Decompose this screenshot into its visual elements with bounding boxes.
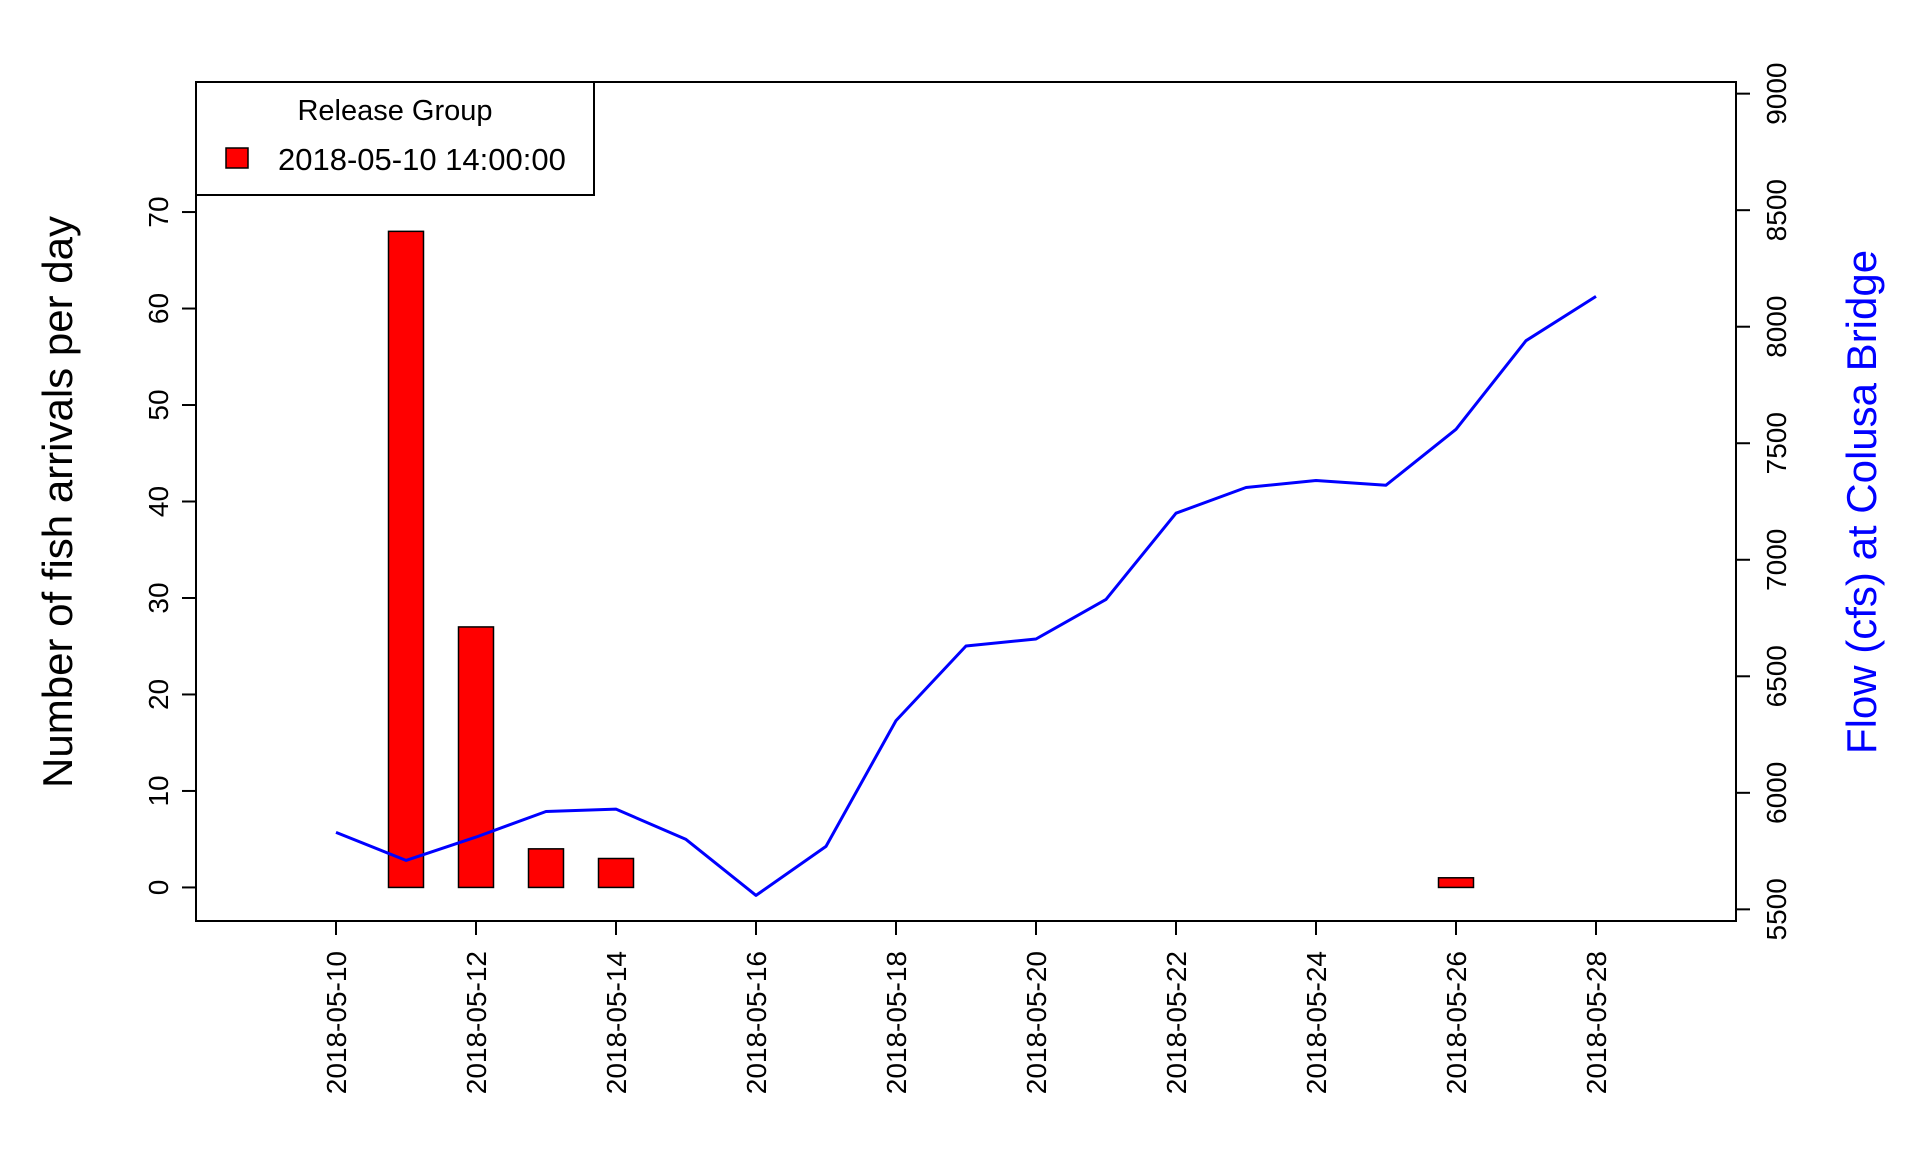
right-tick-label: 7500 bbox=[1761, 412, 1792, 474]
bar bbox=[457, 626, 495, 889]
left-tick-label: 10 bbox=[143, 775, 174, 806]
x-tick-label: 2018-05-14 bbox=[601, 951, 632, 1094]
y-axis-label-right: Flow (cfs) at Colusa Bridge bbox=[1838, 250, 1885, 754]
left-tick-label: 50 bbox=[143, 389, 174, 420]
x-axis: 2018-05-10 2018-05-12 2018-05-14 2018-05-16… bbox=[321, 920, 1612, 1094]
left-tick-label: 30 bbox=[143, 582, 174, 613]
bar bbox=[387, 230, 425, 889]
legend-title: Release Group bbox=[297, 95, 492, 127]
left-y-axis: 0 10 20 30 40 50 60 70 bbox=[143, 196, 197, 896]
flow-line-series bbox=[335, 295, 1597, 897]
plot-frame bbox=[195, 81, 1737, 922]
right-tick-label: 6000 bbox=[1761, 762, 1792, 824]
x-tick-label: 2018-05-10 bbox=[321, 951, 352, 1094]
right-tick-label: 5500 bbox=[1761, 878, 1792, 940]
left-tick-label: 70 bbox=[143, 196, 174, 227]
bar-series bbox=[387, 230, 1475, 889]
y-axis-label-left: Number of fish arrivals per day bbox=[34, 216, 81, 788]
right-tick-label: 9000 bbox=[1761, 63, 1792, 125]
legend-box bbox=[195, 81, 595, 196]
x-tick-label: 2018-05-16 bbox=[741, 951, 772, 1094]
legend: Release Group 2018-05-10 14:00:00 bbox=[195, 81, 595, 196]
bar bbox=[597, 857, 635, 889]
bar bbox=[527, 848, 565, 889]
bar bbox=[1437, 877, 1475, 889]
legend-entry-label: 2018-05-10 14:00:00 bbox=[278, 142, 566, 177]
x-tick-label: 2018-05-24 bbox=[1301, 951, 1332, 1094]
right-tick-label: 8500 bbox=[1761, 179, 1792, 241]
left-tick-label: 40 bbox=[143, 486, 174, 517]
flow-line bbox=[335, 295, 1597, 897]
x-tick-label: 2018-05-18 bbox=[881, 951, 912, 1094]
x-tick-label: 2018-05-20 bbox=[1021, 951, 1052, 1094]
left-tick-label: 60 bbox=[143, 293, 174, 324]
right-y-axis: 5500 6000 6500 7000 7500 8000 8500 9000 bbox=[1735, 63, 1792, 940]
x-tick-label: 2018-05-12 bbox=[461, 951, 492, 1094]
right-tick-label: 7000 bbox=[1761, 529, 1792, 591]
right-tick-label: 6500 bbox=[1761, 645, 1792, 707]
legend-swatch bbox=[225, 147, 249, 169]
left-tick-label: 20 bbox=[143, 679, 174, 710]
right-tick-label: 8000 bbox=[1761, 296, 1792, 358]
x-tick-label: 2018-05-26 bbox=[1441, 951, 1472, 1094]
x-tick-label: 2018-05-28 bbox=[1581, 951, 1612, 1094]
left-tick-label: 0 bbox=[143, 880, 174, 896]
x-tick-label: 2018-05-22 bbox=[1161, 951, 1192, 1094]
